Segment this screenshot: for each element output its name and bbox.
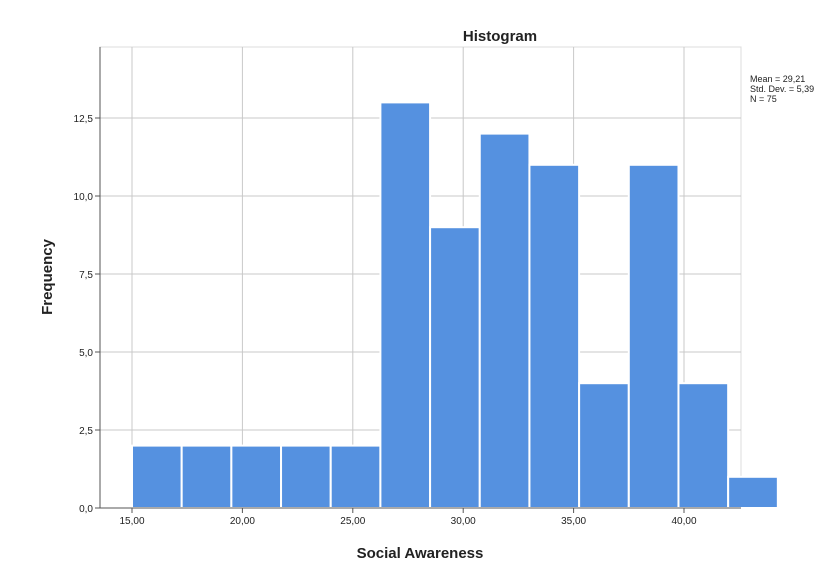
histogram-bar (329, 444, 382, 510)
y-tick-label: 10,0 (74, 192, 94, 203)
histogram-bar (578, 382, 630, 510)
x-tick-label: 15,00 (119, 516, 144, 527)
x-tick-label: 35,00 (561, 516, 586, 527)
histogram-bar (429, 226, 481, 509)
histogram-bar (677, 382, 730, 510)
x-tick-label: 30,00 (451, 516, 476, 527)
histogram-bar (180, 444, 233, 510)
y-tick-label: 7,5 (79, 270, 93, 281)
stat-line: N = 75 (750, 94, 777, 104)
x-tick-label: 40,00 (671, 516, 696, 527)
y-tick-label: 2,5 (79, 426, 93, 437)
histogram-bar (379, 101, 432, 510)
y-tick-label: 0,0 (79, 504, 93, 515)
x-axis-label: Social Awareness (357, 545, 484, 562)
histogram-bar (131, 444, 183, 510)
histogram-bar (727, 475, 779, 509)
histogram-bar (280, 444, 332, 510)
bars (131, 101, 779, 510)
stat-line: Mean = 29,21 (750, 74, 805, 84)
histogram-bar (230, 444, 283, 510)
y-ticks: 0,0 2,5 5,0 7,5 10,0 12,5 (74, 114, 100, 515)
stat-line: Std. Dev. = 5,39 (750, 84, 814, 94)
chart-title: Histogram (463, 28, 537, 45)
y-axis-label: Frequency (39, 238, 56, 315)
x-ticks: 15,00 20,00 25,00 30,00 35,00 40,00 (119, 508, 697, 527)
axes (99, 47, 741, 509)
x-tick-label: 20,00 (230, 516, 255, 527)
y-tick-label: 5,0 (79, 348, 93, 359)
x-tick-label: 25,00 (340, 516, 365, 527)
histogram-bar (478, 132, 531, 509)
histogram-bar (528, 163, 581, 510)
y-tick-label: 12,5 (74, 114, 94, 125)
histogram-bar (627, 163, 680, 510)
